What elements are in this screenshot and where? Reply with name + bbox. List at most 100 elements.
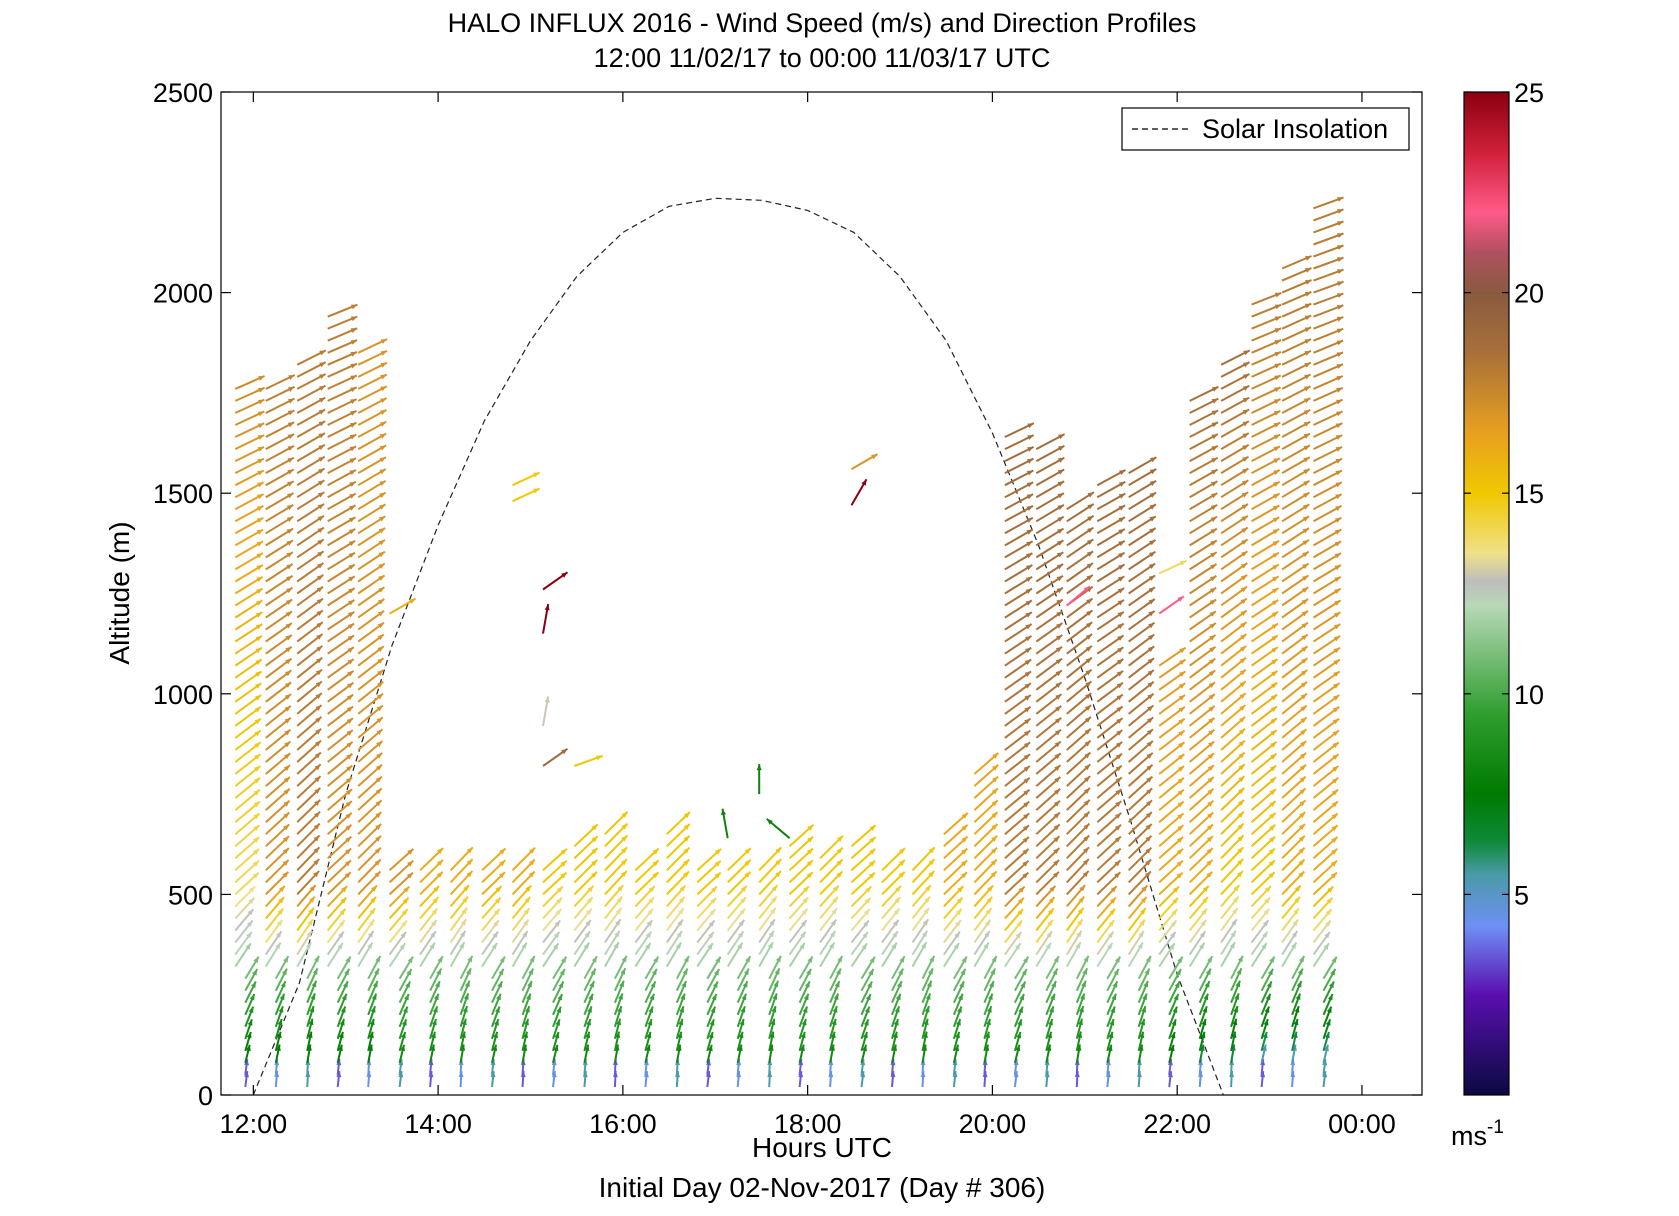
wind-barb: [265, 598, 293, 619]
wind-barb: [758, 895, 778, 920]
wind-barb: [1035, 574, 1064, 595]
wind-barb: [327, 551, 356, 571]
wind-barb: [449, 918, 468, 944]
wind-barb: [1128, 657, 1155, 679]
wind-barb: [819, 930, 837, 956]
wind-barb: [234, 765, 261, 787]
wind-barb: [604, 858, 628, 884]
wind-barb: [1158, 670, 1186, 691]
wind-barb: [1291, 1031, 1298, 1052]
wind-barb: [756, 764, 762, 795]
wind-barb: [574, 754, 603, 767]
wind-barb: [1281, 491, 1310, 511]
wind-barb: [1312, 658, 1341, 679]
wind-barb: [234, 552, 264, 571]
wind-barb: [850, 836, 877, 860]
wind-barb: [296, 656, 323, 679]
wind-barb: [398, 968, 413, 992]
wind-barb: [336, 1006, 347, 1028]
wind-barb: [296, 895, 316, 920]
wind-barb: [1158, 682, 1186, 703]
wind-barb: [788, 847, 814, 872]
x-tick-label: 12:00: [220, 1109, 288, 1139]
wind-barb: [706, 1058, 711, 1076]
wind-barb: [296, 349, 327, 366]
wind-barb: [911, 884, 932, 908]
wind-barb: [1322, 981, 1335, 1004]
wind-barb: [274, 968, 288, 992]
wind-barb: [1066, 692, 1092, 715]
wind-barb: [911, 930, 929, 956]
wind-barb: [234, 729, 262, 751]
wind-barb: [1220, 479, 1249, 499]
wind-barb: [1220, 373, 1250, 390]
wind-barb: [265, 788, 291, 811]
wind-barb: [398, 993, 410, 1016]
wind-barb: [521, 980, 533, 1004]
wind-barb: [542, 897, 563, 920]
wind-barb: [973, 941, 990, 968]
wind-barb: [1096, 610, 1125, 631]
wind-barb: [1250, 717, 1278, 739]
wind-barb: [1168, 956, 1184, 980]
wind-barb: [1137, 1005, 1147, 1028]
wind-barb: [1250, 705, 1278, 727]
wind-barb: [1004, 434, 1035, 450]
wind-barb: [244, 1018, 253, 1040]
wind-barb: [953, 968, 967, 992]
wind-barb: [1066, 680, 1093, 703]
wind-barb: [357, 456, 387, 474]
wind-barb: [296, 609, 324, 631]
wind-barb: [583, 993, 594, 1016]
wind-barb: [1158, 871, 1184, 896]
wind-barb: [1128, 752, 1154, 775]
wind-barb: [296, 526, 325, 547]
wind-barb: [1189, 409, 1219, 426]
wind-barb: [736, 1044, 743, 1064]
wind-barb: [1281, 657, 1309, 679]
colorbar-tick-label: 5: [1514, 880, 1529, 910]
wind-barb: [604, 846, 628, 871]
wind-barb: [327, 835, 352, 860]
wind-barb: [1250, 885, 1272, 908]
wind-barb: [265, 740, 292, 763]
wind-barb: [234, 564, 264, 583]
wind-barb: [327, 386, 358, 402]
wind-barb: [1035, 657, 1063, 679]
wind-barb: [666, 858, 690, 884]
wind-barb: [1066, 810, 1091, 835]
wind-barb: [265, 586, 293, 607]
wind-barb: [1168, 1044, 1175, 1064]
wind-barb: [1312, 741, 1340, 763]
wind-barb: [1128, 811, 1153, 835]
wind-barb: [296, 810, 321, 835]
wind-barb: [1312, 635, 1341, 655]
wind-barb: [850, 824, 877, 848]
wind-barb: [1127, 896, 1148, 920]
wind-barb: [1251, 681, 1278, 703]
wind-barb: [1096, 800, 1122, 823]
wind-barb: [1281, 775, 1307, 799]
wind-barb: [1281, 444, 1311, 462]
wind-barb: [1137, 955, 1152, 980]
wind-barb: [1128, 681, 1155, 703]
wind-barb: [921, 1005, 930, 1028]
wind-barb: [1035, 586, 1064, 607]
wind-barb: [1066, 609, 1094, 631]
wind-barb: [1220, 716, 1246, 739]
wind-barb: [357, 586, 385, 607]
wind-barb: [388, 859, 414, 884]
wind-barb: [634, 859, 660, 884]
wind-barb: [1168, 1018, 1177, 1040]
wind-barb: [573, 907, 593, 932]
wind-barb: [1004, 694, 1032, 715]
wind-barb: [234, 599, 263, 619]
wind-barb: [296, 503, 325, 523]
wind-barb: [1075, 993, 1086, 1016]
wind-barb: [234, 871, 260, 896]
wind-barb: [1128, 716, 1154, 739]
wind-barb: [788, 859, 814, 884]
wind-barb: [706, 1018, 715, 1040]
wind-barb: [604, 918, 622, 944]
wind-barb: [327, 658, 355, 679]
